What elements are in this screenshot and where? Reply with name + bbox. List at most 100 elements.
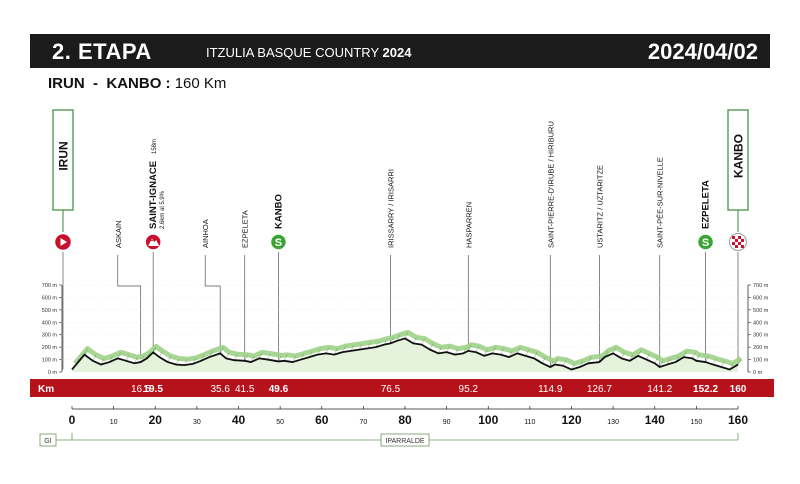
profile-facet-line (646, 353, 650, 360)
profile-facet-line (737, 358, 742, 365)
waypoint-label: ASKAIN (114, 220, 123, 248)
profile-facet-line (413, 337, 417, 344)
x-tick-label: 0 (69, 413, 76, 427)
race-year: 2024 (382, 45, 412, 60)
stage-date: 2024/04/02 (647, 39, 758, 64)
climb-mountain-glyph (148, 238, 160, 246)
profile-facet-line (225, 352, 230, 359)
profile-facet-line (175, 358, 180, 365)
waypoint-label: USTARITZ / UZTARITZE (595, 165, 604, 248)
checker-square (741, 245, 744, 248)
profile-facet-line (117, 352, 121, 359)
start-label: IRUN (57, 141, 71, 170)
route-start: IRUN (48, 75, 85, 92)
sprint-letter: S (275, 237, 282, 249)
checker-square (732, 242, 735, 245)
profile-facet-line (712, 358, 717, 365)
profile-facet-line (533, 352, 538, 359)
y-tick-label-right: 0 m (753, 370, 763, 376)
checker-square (738, 242, 741, 245)
profile-facet-line (562, 359, 567, 366)
waypoint-altitude: 158m (152, 139, 158, 154)
x-tick-label: 120 (561, 413, 581, 427)
profile-facet-line (721, 360, 725, 368)
profile-facet-line (184, 359, 188, 366)
profile-facet-line (637, 349, 642, 356)
waypoint-label: AINHOA (201, 219, 210, 248)
profile-facet-line (692, 352, 696, 359)
profile-facet-line (125, 354, 130, 361)
profile-facet-line (259, 352, 263, 359)
x-tick-label: 110 (524, 419, 535, 426)
km-band-mark: 76.5 (381, 384, 401, 395)
x-tick-label: 150 (691, 419, 703, 426)
y-tick-label-left: 400 m (42, 320, 58, 326)
y-tick-label-right: 700 m (753, 283, 769, 289)
km-band-mark: 141.2 (647, 384, 672, 395)
profile-facet-line (167, 355, 171, 363)
y-tick-label-left: 300 m (42, 333, 58, 339)
x-tick-label: 160 (728, 413, 748, 427)
profile-fill-area (72, 338, 738, 372)
km-band (30, 379, 774, 397)
waypoint-label: EZPELETA (241, 210, 250, 248)
km-band-mark: 41.5 (235, 384, 255, 395)
profile-facet-line (554, 358, 559, 365)
km-band-layer: Km 16.519.5 35.6 41.5 49.6 76.5 95.2 114.9 126.7… (30, 379, 774, 397)
profile-facet-line (284, 354, 288, 361)
x-tick-label: 130 (607, 419, 619, 426)
km-band-mark: 114.9 (538, 384, 563, 395)
profile-facet-line (421, 338, 425, 345)
km-band-mark: 160 (730, 384, 747, 395)
y-tick-label-left: 700 m (42, 283, 58, 289)
profile-facet-line (325, 347, 330, 354)
profile-facet-line (696, 354, 700, 361)
regions-layer: GI IPARRALDE (39, 433, 739, 447)
y-tick-label-right: 200 m (753, 345, 769, 351)
km-band-mark: 152.2 (693, 384, 718, 395)
race-name: ITZULIA BASQUE COUNTRY (206, 45, 379, 60)
x-tick-label: 80 (398, 413, 412, 427)
x-tick-label: 10 (110, 419, 118, 426)
route-distance: 160 Km (174, 75, 227, 92)
y-tick-label-left: 500 m (42, 308, 58, 314)
stage-number: 2. ETAPA (52, 39, 152, 64)
profile-line (71, 337, 739, 371)
profile-facet-line (359, 343, 363, 350)
sprint-letter: S (702, 237, 709, 249)
waypoint-layer: ASKAIN SAINT-IGNACE 158m 2.6km al 5.9% 3 AINH… (52, 109, 749, 370)
route-separator: - (93, 75, 99, 92)
km-band-mark: 19.5 (143, 384, 163, 395)
y-tick-label-left: 100 m (42, 358, 58, 364)
waypoint-label: KANBO (273, 194, 284, 229)
km-band-mark: 126.7 (587, 384, 612, 395)
y-tick-label-right: 600 m (753, 295, 769, 301)
profile-facet-line (429, 343, 434, 350)
profile-facet-line (267, 353, 271, 360)
y-tick-label-left: 200 m (42, 345, 58, 351)
route-finish: KANBO (106, 75, 162, 92)
km-band-mark: 95.2 (459, 384, 479, 395)
profile-facet-line (654, 357, 658, 364)
waypoint-label: EZPELETA (701, 180, 712, 229)
km-band-mark: 49.6 (269, 384, 289, 395)
checker-square (738, 236, 741, 239)
profile-facet-line (475, 346, 479, 353)
km-band-mark: 35.6 (210, 384, 230, 395)
profile-facet-line (705, 355, 709, 363)
profile-facet-line (350, 344, 355, 351)
profile-facet-line (542, 357, 546, 364)
profile-facet-line (587, 357, 592, 364)
profile-facet-line (621, 352, 625, 359)
waypoint-leader-line (204, 255, 221, 359)
region-tag-center: IPARRALDE (385, 438, 424, 445)
km-band-label: Km (38, 384, 54, 395)
checker-square (732, 236, 735, 239)
profile-facet-line (234, 354, 238, 361)
y-tick-label-right: 300 m (753, 333, 769, 339)
y-tick-label-right: 500 m (753, 308, 769, 314)
waypoint-label: HASPARREN (464, 202, 473, 248)
x-tick-label: 100 (478, 413, 498, 427)
profile-facet-line (500, 348, 504, 355)
profile-layer (71, 329, 743, 372)
